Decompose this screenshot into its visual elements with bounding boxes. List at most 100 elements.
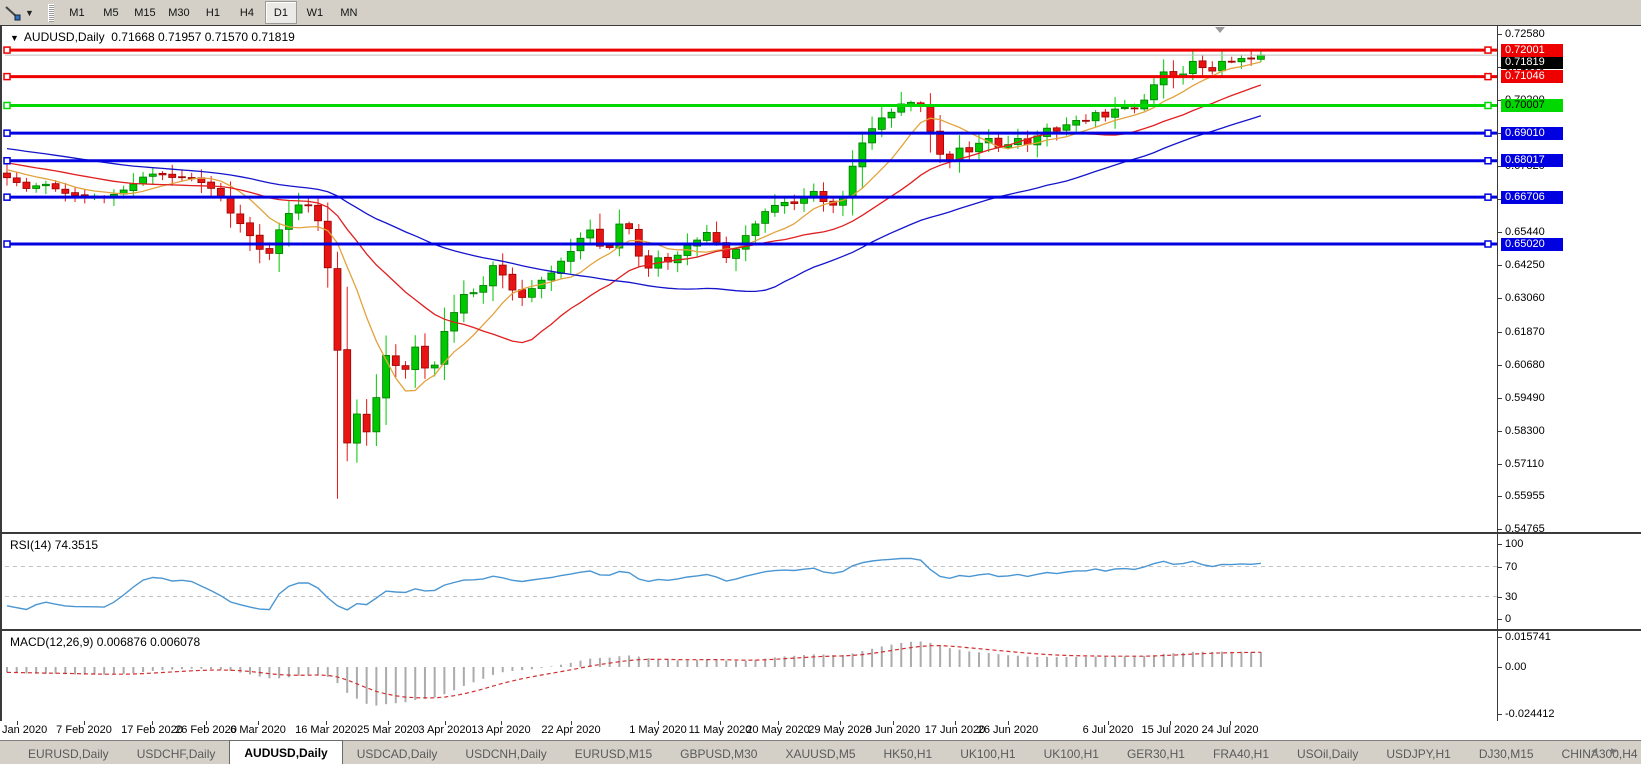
- rsi-tick-label: 30: [1505, 590, 1518, 603]
- price-tick-mark: [1498, 331, 1502, 333]
- collapse-triangle-icon[interactable]: ▼: [10, 33, 19, 43]
- macd-axis-line: [1497, 631, 1498, 721]
- toolbar: ▼ M1 M5 M15 M30 H1 H4 D1 W1 MN: [0, 0, 1641, 26]
- level-price-badge[interactable]: 0.66706: [1501, 190, 1563, 204]
- chart-tab-fra40-h1[interactable]: FRA40,H1: [1212, 746, 1270, 761]
- chart-tab-usoil-daily[interactable]: USOil,Daily: [1297, 746, 1359, 761]
- price-tick-mark: [1498, 298, 1502, 300]
- chart-tab-usdcad-daily[interactable]: USDCAD,Daily: [356, 746, 438, 761]
- price-tick-mark: [1498, 67, 1502, 69]
- chart-tab-uk100-h1[interactable]: UK100,H1: [1043, 746, 1099, 761]
- date-tick-mark: [720, 721, 721, 725]
- price-tick-label: 0.64250: [1505, 259, 1545, 272]
- price-tick-label: 0.72580: [1505, 28, 1545, 40]
- chart-tab-usdjpy-h1[interactable]: USDJPY,H1: [1386, 746, 1451, 761]
- date-label: 26 Feb 2020: [175, 724, 237, 736]
- timeframe-button-d1[interactable]: D1: [264, 1, 297, 24]
- timeframe-button-mn[interactable]: MN: [340, 6, 358, 19]
- price-tick-mark: [1498, 495, 1502, 497]
- line-draw-cursor-icon: [5, 5, 21, 20]
- chart-shift-marker-icon[interactable]: [1215, 27, 1225, 33]
- level-price-badge[interactable]: 0.70007: [1501, 98, 1563, 112]
- chart-tab-eurusd-m15[interactable]: EURUSD,M15: [574, 746, 653, 761]
- timeframe-button-m15[interactable]: M15: [134, 6, 156, 19]
- macd-tick-mark: [1498, 636, 1502, 638]
- tab-scroll-right-icon[interactable]: ►: [1609, 746, 1629, 757]
- chart-tab-usdcnh-daily[interactable]: USDCNH,Daily: [465, 746, 547, 761]
- chevron-down-icon[interactable]: ▼: [25, 7, 34, 18]
- price-tick-label: 0.58300: [1505, 424, 1545, 437]
- price-tick-mark: [1498, 34, 1502, 35]
- level-price-badge[interactable]: 0.68017: [1501, 154, 1563, 168]
- tab-scroll-left-icon[interactable]: ◄: [1589, 746, 1610, 757]
- price-tick-label: 0.59490: [1505, 391, 1545, 404]
- date-tick-mark: [152, 721, 153, 725]
- chart-tab-gbpusd-m30[interactable]: GBPUSD,M30: [680, 746, 758, 761]
- timeframe-button-m5[interactable]: M5: [103, 6, 119, 19]
- date-label: 25 Mar 2020: [357, 724, 419, 736]
- date-tick-mark: [1170, 721, 1171, 725]
- date-tick-mark: [893, 721, 894, 725]
- macd-tick-mark: [1498, 713, 1502, 715]
- line-draw-tool-button[interactable]: ▼: [0, 4, 38, 22]
- chart-tab-eurusd-daily[interactable]: EURUSD,Daily: [28, 746, 109, 761]
- chart-tab-uk100-h1[interactable]: UK100,H1: [960, 746, 1016, 761]
- price-tick-label: 0.54765: [1505, 522, 1545, 535]
- level-price-badge[interactable]: 0.71046: [1501, 70, 1563, 84]
- candlestick-chart[interactable]: [2, 26, 1641, 532]
- date-tick-mark: [955, 721, 956, 725]
- chart-tab-audusd-daily[interactable]: AUDUSD,Daily: [229, 740, 343, 764]
- date-tick-mark: [1108, 721, 1109, 725]
- toolbar-grip-handle[interactable]: [47, 3, 54, 22]
- level-price-badge[interactable]: 0.69010: [1501, 126, 1563, 140]
- rsi-tick-label: 70: [1505, 560, 1518, 573]
- date-label: 3 Apr 2020: [418, 724, 472, 736]
- chart-tab-xauusd-m5[interactable]: XAUUSD,M5: [785, 746, 856, 761]
- chart-tab-hk50-h1[interactable]: HK50,H1: [883, 746, 933, 761]
- level-price-badge[interactable]: 0.65020: [1501, 237, 1563, 251]
- rsi-indicator-panel[interactable]: RSI(14) 74.3515 100 70 30 0: [0, 533, 1641, 630]
- date-label: 11 May 2020: [688, 724, 752, 736]
- level-price-badge[interactable]: 0.72001: [1501, 43, 1563, 57]
- main-chart-panel[interactable]: ▼ AUDUSD,Daily 0.71668 0.71957 0.71570 0.…: [0, 25, 1641, 535]
- date-label: 7 Feb 2020: [56, 724, 112, 736]
- price-tick-mark: [1498, 463, 1502, 465]
- chart-tab-dj30-m15[interactable]: DJ30,M15: [1478, 746, 1534, 761]
- timeframe-button-m30[interactable]: M30: [168, 6, 190, 19]
- date-label: 26 Jun 2020: [977, 724, 1039, 736]
- price-tick-label: 0.60680: [1505, 358, 1545, 371]
- date-tick-mark: [1008, 721, 1009, 725]
- date-tick-mark: [1230, 721, 1231, 725]
- macd-tick-label: -0.024412: [1505, 707, 1555, 720]
- timeframe-button-h4[interactable]: H4: [239, 6, 254, 19]
- rsi-name: RSI(14): [10, 538, 52, 552]
- rsi-tick-label: 0: [1505, 613, 1512, 625]
- timeframe-button-h1[interactable]: H1: [205, 6, 220, 19]
- chart-tab-bar: EURUSD,Daily USDCHF,Daily AUDUSD,Daily USDC…: [0, 740, 1641, 764]
- date-tick-mark: [388, 721, 389, 725]
- chart-title: ▼ AUDUSD,Daily 0.71668 0.71957 0.71570 0.…: [10, 30, 295, 44]
- price-tick-label: 0.63060: [1505, 292, 1545, 305]
- timeframe-button-m1[interactable]: M1: [69, 6, 85, 19]
- rsi-label: RSI(14) 74.3515: [10, 538, 98, 552]
- timeframe-button-w1[interactable]: W1: [306, 6, 324, 19]
- date-label: 1 May 2020: [629, 724, 687, 736]
- chart-tab-ger30-h1[interactable]: GER30,H1: [1126, 746, 1185, 761]
- date-tick-mark: [17, 721, 18, 725]
- timeframe-button-group: M1 M5 M15 M30 H1 H4 D1 W1 MN: [60, 1, 366, 24]
- price-tick-label: 0.65440: [1505, 226, 1545, 239]
- price-tick-mark: [1498, 265, 1502, 267]
- date-tick-mark: [840, 721, 841, 725]
- price-tick-mark: [1498, 397, 1502, 399]
- price-tick-label: 0.61870: [1505, 325, 1545, 338]
- current-price-badge[interactable]: 0.71819: [1501, 55, 1563, 69]
- chart-tab-usdchf-daily[interactable]: USDCHF,Daily: [136, 746, 216, 761]
- price-tick-mark: [1498, 199, 1502, 201]
- price-tick-mark: [1498, 528, 1502, 530]
- date-tick-mark: [84, 721, 85, 725]
- date-label: 6 Mar 2020: [230, 724, 286, 736]
- macd-indicator-panel[interactable]: MACD(12,26,9) 0.006876 0.006078 0.015741…: [0, 630, 1641, 722]
- chart-tab-china300-h4[interactable]: CHINA300,H4: [1561, 746, 1638, 761]
- tab-scroll-arrows[interactable]: ◄►: [1589, 746, 1629, 757]
